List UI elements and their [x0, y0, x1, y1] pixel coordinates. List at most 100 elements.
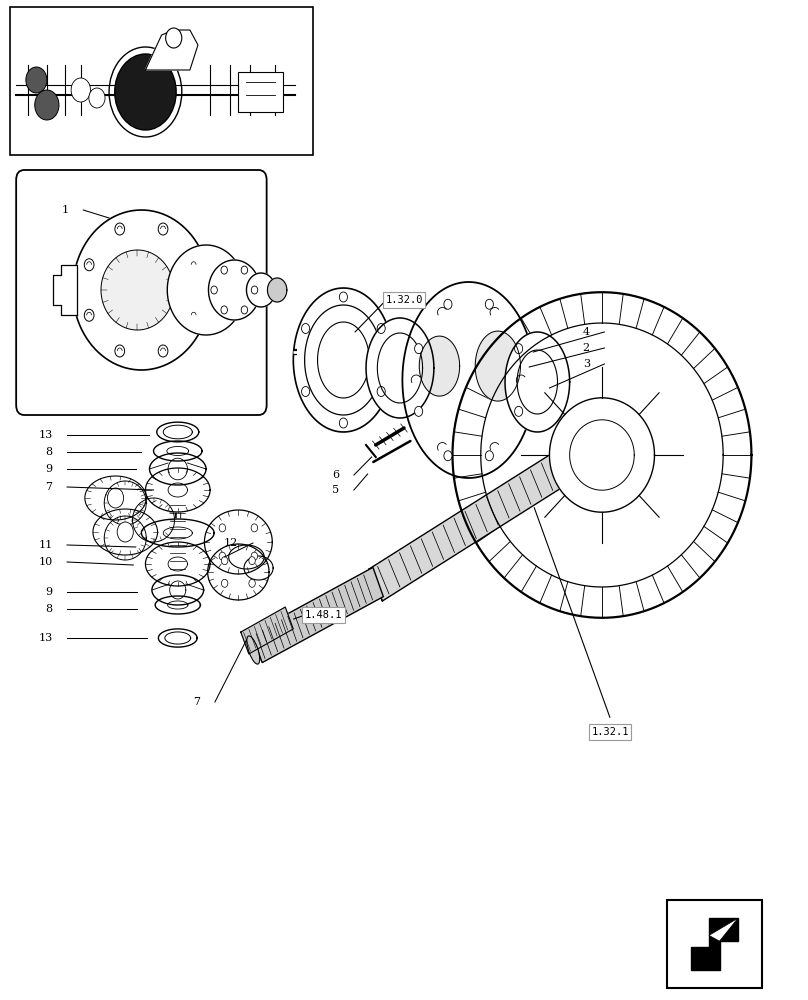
Text: 1.48.1: 1.48.1 — [305, 610, 342, 620]
Circle shape — [35, 90, 59, 120]
Polygon shape — [152, 575, 204, 605]
Text: 9: 9 — [45, 587, 53, 597]
Circle shape — [242, 306, 248, 314]
Circle shape — [251, 286, 258, 294]
Text: 5: 5 — [332, 485, 339, 495]
Polygon shape — [402, 282, 535, 478]
Text: 1: 1 — [61, 205, 69, 215]
Text: 11: 11 — [38, 540, 53, 550]
Circle shape — [377, 386, 385, 396]
Circle shape — [444, 451, 452, 461]
Circle shape — [415, 344, 423, 354]
Polygon shape — [366, 318, 434, 418]
Polygon shape — [158, 629, 197, 647]
Circle shape — [221, 266, 228, 274]
Circle shape — [242, 266, 248, 274]
Polygon shape — [73, 210, 210, 370]
Circle shape — [115, 345, 124, 357]
Circle shape — [71, 78, 90, 102]
Polygon shape — [53, 265, 77, 315]
Polygon shape — [267, 278, 287, 302]
Polygon shape — [246, 273, 276, 307]
Polygon shape — [505, 332, 570, 432]
Polygon shape — [145, 542, 210, 586]
Polygon shape — [167, 245, 245, 335]
Circle shape — [486, 299, 494, 309]
Circle shape — [251, 524, 258, 532]
Text: 7: 7 — [45, 482, 53, 492]
Text: 13: 13 — [38, 430, 53, 440]
Polygon shape — [475, 331, 520, 401]
Polygon shape — [709, 918, 738, 941]
Circle shape — [221, 557, 228, 565]
Circle shape — [26, 67, 47, 93]
Polygon shape — [549, 398, 654, 512]
Circle shape — [249, 557, 255, 565]
Polygon shape — [141, 519, 214, 547]
Polygon shape — [145, 30, 198, 70]
Polygon shape — [204, 510, 272, 574]
Circle shape — [117, 522, 133, 542]
Text: 3: 3 — [583, 359, 590, 369]
Circle shape — [415, 406, 423, 416]
Text: 13: 13 — [38, 633, 53, 643]
Polygon shape — [691, 918, 738, 970]
Bar — [10, 7, 313, 155]
Polygon shape — [93, 509, 158, 555]
Text: 8: 8 — [45, 604, 53, 614]
Circle shape — [301, 324, 309, 334]
Text: 9: 9 — [45, 464, 53, 474]
Polygon shape — [241, 607, 293, 654]
Polygon shape — [155, 596, 200, 614]
Circle shape — [158, 223, 168, 235]
Text: 8: 8 — [45, 447, 53, 457]
Circle shape — [377, 324, 385, 334]
Circle shape — [115, 223, 124, 235]
Circle shape — [219, 524, 225, 532]
Polygon shape — [145, 468, 210, 512]
Text: 12: 12 — [224, 538, 238, 548]
Circle shape — [189, 309, 199, 321]
FancyBboxPatch shape — [16, 170, 267, 415]
Circle shape — [107, 488, 124, 508]
Circle shape — [84, 309, 94, 321]
Circle shape — [515, 406, 523, 416]
Polygon shape — [452, 292, 751, 618]
Circle shape — [339, 418, 347, 428]
Circle shape — [84, 259, 94, 271]
Polygon shape — [133, 498, 175, 542]
Circle shape — [251, 552, 258, 560]
Text: 1.32.1: 1.32.1 — [591, 727, 629, 737]
Polygon shape — [369, 449, 572, 601]
Bar — [238, 72, 283, 112]
Text: 4: 4 — [583, 327, 590, 337]
Text: 1.32.0: 1.32.0 — [385, 295, 423, 305]
Circle shape — [221, 579, 228, 587]
Circle shape — [249, 579, 255, 587]
Polygon shape — [85, 476, 146, 520]
Circle shape — [301, 386, 309, 396]
Circle shape — [221, 306, 228, 314]
Polygon shape — [154, 441, 202, 461]
Polygon shape — [208, 544, 269, 600]
Polygon shape — [104, 481, 146, 525]
Circle shape — [189, 259, 199, 271]
Circle shape — [211, 286, 217, 294]
Polygon shape — [101, 250, 174, 330]
Circle shape — [486, 451, 494, 461]
Circle shape — [166, 28, 182, 48]
Text: 2: 2 — [583, 343, 590, 353]
Ellipse shape — [246, 636, 259, 664]
Polygon shape — [157, 422, 199, 442]
Polygon shape — [104, 516, 146, 560]
Circle shape — [444, 299, 452, 309]
Polygon shape — [293, 288, 393, 432]
Text: 7: 7 — [193, 697, 200, 707]
Circle shape — [115, 54, 176, 130]
Circle shape — [89, 88, 105, 108]
Bar — [667, 900, 762, 988]
Polygon shape — [419, 336, 460, 396]
Text: 6: 6 — [332, 470, 339, 480]
Text: 10: 10 — [38, 557, 53, 567]
Circle shape — [339, 292, 347, 302]
